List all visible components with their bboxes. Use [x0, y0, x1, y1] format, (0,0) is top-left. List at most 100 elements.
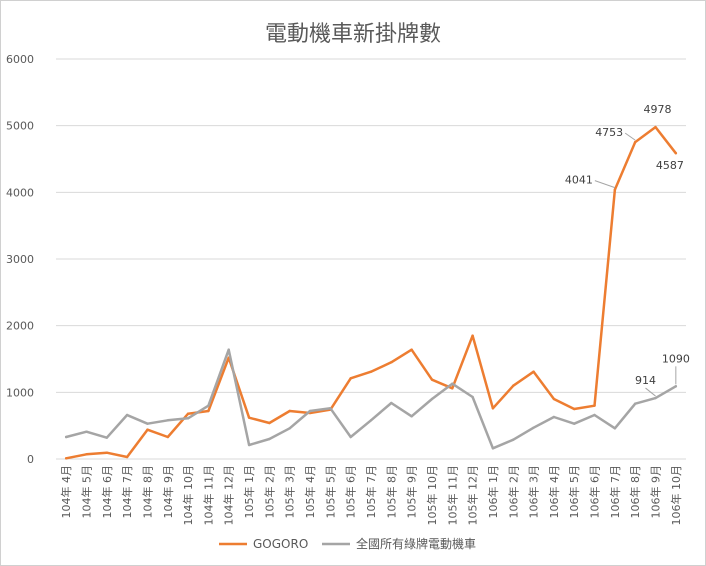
series-0-point — [390, 361, 393, 364]
x-axis-ticks: 104年 4月 104年 5月 104年 6月 104年 7月 104年 8月 104年 … — [59, 465, 683, 526]
series-1-point — [166, 419, 169, 422]
y-tick-label: 3000 — [6, 253, 34, 266]
series-1-point — [186, 417, 190, 420]
x-tick-label: 105年 2月 — [262, 465, 276, 519]
series-1-point — [268, 437, 271, 441]
x-tick-label: 104年 12月 — [222, 465, 236, 526]
series-0-point — [430, 378, 434, 381]
data-label: 4041 — [565, 174, 593, 187]
series-1-point — [633, 402, 637, 405]
series-1-point — [308, 409, 312, 413]
series-1-point — [512, 438, 515, 441]
x-tick-label: 106年 6月 — [588, 465, 602, 519]
series-1-point — [207, 404, 210, 407]
x-tick-label: 105年 4月 — [303, 465, 317, 519]
x-tick-label: 106年 2月 — [506, 465, 520, 519]
series-0-point — [410, 348, 413, 351]
x-tick-label: 105年 1月 — [242, 465, 256, 519]
series-1-point — [573, 422, 576, 425]
x-tick-label: 105年 9月 — [405, 465, 419, 519]
x-tick-label: 104年 7月 — [120, 465, 134, 519]
series-1-point — [674, 385, 678, 388]
series-1-point — [64, 435, 68, 439]
legend: GOGORO 全國所有綠牌電動機車 — [219, 536, 476, 551]
series-0-point — [166, 435, 169, 439]
series-1-point — [146, 422, 149, 425]
series-0-point — [593, 404, 596, 407]
x-tick-label: 105年 7月 — [364, 465, 378, 519]
x-tick-label: 104年 6月 — [100, 465, 114, 519]
series-0-point — [633, 140, 637, 144]
series-0-point — [532, 370, 535, 373]
x-tick-label: 105年 12月 — [466, 465, 480, 526]
x-tick-label: 104年 4月 — [59, 465, 73, 519]
series-0-point — [512, 384, 515, 387]
x-tick-label: 106年 4月 — [547, 465, 561, 519]
series-1-point — [329, 407, 332, 410]
data-label-leader — [594, 180, 616, 189]
data-labels: 4041 4753 4978 4587 914 1090 — [565, 103, 690, 397]
x-tick-label: 105年 10月 — [425, 465, 439, 526]
legend-entry-0: GOGORO — [253, 537, 308, 551]
x-tick-label: 104年 9月 — [161, 465, 175, 519]
series-0-point — [125, 455, 129, 459]
series-1-point — [552, 415, 556, 419]
series-0-point — [85, 453, 88, 456]
series-0-point — [288, 409, 291, 413]
series-1-point — [451, 382, 454, 385]
series-1-point — [471, 395, 474, 399]
series-1-point — [125, 413, 129, 417]
x-tick-label: 104年 11月 — [201, 465, 215, 526]
series-0-point — [349, 377, 352, 380]
x-tick-label: 106年 7月 — [608, 465, 622, 519]
y-tick-label: 2000 — [6, 320, 34, 333]
y-axis-ticks: 0 1000 2000 3000 4000 5000 6000 — [6, 53, 34, 466]
series-0-point — [573, 407, 576, 411]
series-1-point — [85, 430, 88, 433]
x-tick-label: 106年 3月 — [527, 465, 541, 519]
x-tick-label: 105年 6月 — [344, 465, 358, 519]
series-1-point — [613, 427, 617, 430]
x-tick-label: 106年 10月 — [669, 465, 683, 526]
series-0-point — [552, 397, 556, 401]
series-1-point — [349, 435, 352, 439]
series-1-point — [532, 426, 535, 429]
series-1-point — [369, 419, 373, 422]
x-tick-label: 105年 3月 — [283, 465, 297, 519]
series-1-point — [654, 396, 657, 400]
series-0-point — [64, 457, 68, 460]
series-1-point — [430, 397, 434, 401]
x-tick-label: 105年 5月 — [323, 465, 337, 519]
y-tick-label: 1000 — [6, 386, 34, 399]
series-0-point — [369, 370, 373, 373]
series-0-point — [268, 421, 271, 425]
data-label: 4978 — [644, 103, 672, 116]
x-tick-label: 106年 5月 — [567, 465, 581, 519]
series-0-point — [146, 428, 149, 431]
x-tick-label: 105年 8月 — [384, 465, 398, 519]
series-1-point — [593, 413, 596, 417]
series-1-point — [288, 427, 291, 430]
series-group — [64, 125, 678, 460]
x-tick-label: 106年 8月 — [628, 465, 642, 519]
series-1-point — [390, 401, 393, 405]
data-label: 4753 — [595, 126, 623, 139]
series-1-point — [105, 436, 109, 439]
series-0-point — [105, 451, 109, 454]
series-0-point — [613, 188, 617, 191]
series-0-point — [451, 387, 454, 390]
x-tick-label: 106年 1月 — [486, 465, 500, 519]
series-1-point — [410, 415, 413, 418]
series-0-point — [186, 412, 190, 415]
data-label-leader — [645, 387, 656, 397]
series-0-point — [247, 416, 251, 419]
series-0-point — [471, 334, 474, 337]
x-tick-label: 104年 8月 — [140, 465, 154, 519]
x-tick-label: 104年 5月 — [79, 465, 93, 519]
data-label-leader — [624, 132, 636, 141]
series-0-point — [674, 152, 678, 155]
series-1-point — [227, 348, 230, 351]
series-1-point — [491, 447, 495, 450]
gridlines — [56, 58, 686, 460]
